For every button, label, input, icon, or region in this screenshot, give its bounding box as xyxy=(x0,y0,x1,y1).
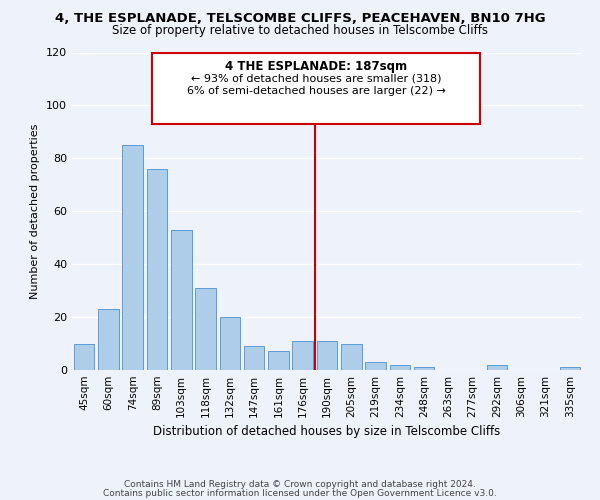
Bar xyxy=(146,169,167,370)
Text: Contains public sector information licensed under the Open Government Licence v3: Contains public sector information licen… xyxy=(103,489,497,498)
Bar xyxy=(292,341,313,370)
Bar xyxy=(195,288,216,370)
Bar xyxy=(414,368,434,370)
Text: 4, THE ESPLANADE, TELSCOMBE CLIFFS, PEACEHAVEN, BN10 7HG: 4, THE ESPLANADE, TELSCOMBE CLIFFS, PEAC… xyxy=(55,12,545,26)
Bar xyxy=(487,364,508,370)
Text: Contains HM Land Registry data © Crown copyright and database right 2024.: Contains HM Land Registry data © Crown c… xyxy=(124,480,476,489)
Text: ← 93% of detached houses are smaller (318): ← 93% of detached houses are smaller (31… xyxy=(191,73,442,83)
Bar xyxy=(122,145,143,370)
Bar xyxy=(317,341,337,370)
Bar xyxy=(74,344,94,370)
FancyBboxPatch shape xyxy=(152,52,480,124)
Text: 4 THE ESPLANADE: 187sqm: 4 THE ESPLANADE: 187sqm xyxy=(225,60,407,74)
Bar xyxy=(341,344,362,370)
Y-axis label: Number of detached properties: Number of detached properties xyxy=(31,124,40,299)
Bar xyxy=(560,368,580,370)
Text: 6% of semi-detached houses are larger (22) →: 6% of semi-detached houses are larger (2… xyxy=(187,86,446,97)
X-axis label: Distribution of detached houses by size in Telscombe Cliffs: Distribution of detached houses by size … xyxy=(154,426,500,438)
Text: Size of property relative to detached houses in Telscombe Cliffs: Size of property relative to detached ho… xyxy=(112,24,488,37)
Bar xyxy=(365,362,386,370)
Bar xyxy=(171,230,191,370)
Bar xyxy=(244,346,265,370)
Bar xyxy=(389,364,410,370)
Bar xyxy=(98,309,119,370)
Bar xyxy=(268,352,289,370)
Bar xyxy=(220,317,240,370)
